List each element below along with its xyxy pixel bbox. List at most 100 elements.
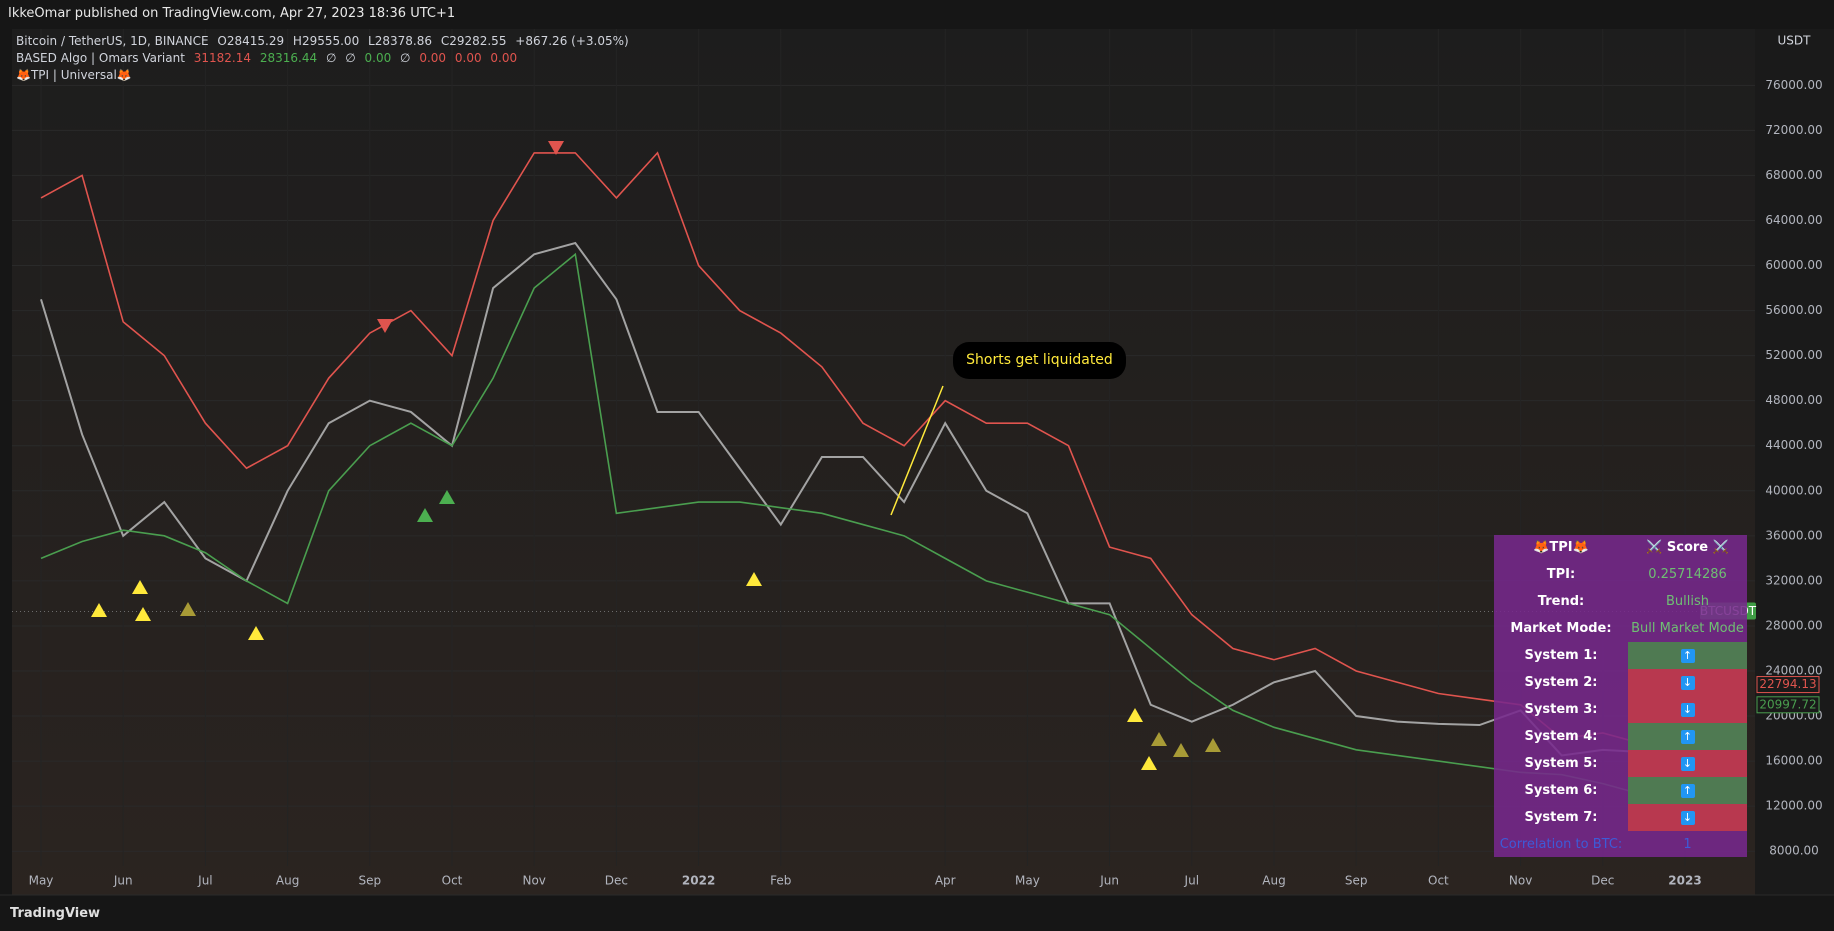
x-tick-label: Jul (1184, 874, 1199, 888)
y-tick-label: 36000.00 (1765, 528, 1822, 542)
x-tick-label: May (29, 874, 54, 888)
y-tick-label: 56000.00 (1765, 303, 1822, 317)
x-tick-label: Sep (358, 874, 381, 888)
header: IkkeOmar published on TradingView.com, A… (8, 6, 456, 21)
indicator-value: 0.00 (490, 51, 518, 65)
x-tick-label: Apr (935, 874, 956, 888)
table-row: System 1: ↑ (1494, 642, 1747, 669)
signal-marker (1205, 738, 1221, 752)
y-tick-label: 48000.00 (1765, 393, 1822, 407)
signal-marker (746, 572, 762, 586)
price-label-box (1756, 676, 1820, 694)
system-arrow: ↑ (1680, 648, 1695, 663)
indicator-value: 28316.44 (259, 51, 318, 65)
x-tick-label: Dec (605, 874, 628, 888)
signal-marker (548, 141, 564, 155)
x-tick-label: Nov (1509, 874, 1532, 888)
row-value-cell: ↓ (1628, 804, 1747, 831)
y-tick-label: 72000.00 (1765, 123, 1822, 137)
trend-line (890, 385, 944, 516)
table-row: System 4: ↑ (1494, 723, 1747, 750)
x-tick-label: 2022 (682, 874, 715, 888)
x-tick-label: Sep (1345, 874, 1368, 888)
signal-marker (1151, 732, 1167, 746)
signal-marker (439, 490, 455, 504)
row-label: TPI: (1546, 567, 1576, 582)
y-tick-label: 68000.00 (1765, 168, 1822, 182)
table-header: 🦊TPI🦊 (1533, 540, 1589, 555)
indicator-value: ∅ (345, 51, 356, 65)
x-tick-label: Oct (442, 874, 463, 888)
legend-ohlc: O28415.29 (217, 34, 285, 48)
row-label: System 3: (1524, 702, 1598, 717)
legend-tpi: 🦊TPI | Universal🦊 (16, 68, 132, 82)
y-tick-label: 64000.00 (1765, 213, 1822, 227)
y-tick-label: 76000.00 (1765, 78, 1822, 92)
row-value-cell: ↑ (1628, 642, 1747, 669)
legend-change: +867.26 (+3.05%) (515, 34, 629, 48)
row-value-cell: ↑ (1628, 777, 1747, 804)
row-label: Trend: (1537, 594, 1585, 609)
signal-marker (91, 603, 107, 617)
y-tick-label: 44000.00 (1765, 438, 1822, 452)
row-label: System 2: (1524, 675, 1598, 690)
price-label: 20997.72 (1759, 697, 1816, 711)
x-tick-label: Aug (1262, 874, 1285, 888)
legend-ohlc: H29555.00 (292, 34, 360, 48)
y-tick-label: 16000.00 (1765, 754, 1822, 768)
legend-indicator-row: BASED Algo | Omars Variant 31182.14 2831… (16, 51, 522, 65)
series-line (40, 151, 1727, 746)
indicator-value: 0.00 (419, 51, 447, 65)
x-tick-label: Feb (770, 874, 791, 888)
system-arrow: ↑ (1680, 783, 1695, 798)
row-label: System 5: (1524, 756, 1598, 771)
y-tick-label: 52000.00 (1765, 348, 1822, 362)
y-tick-label: 28000.00 (1765, 618, 1822, 632)
y-tick-label: 40000.00 (1765, 483, 1822, 497)
x-tick-label: May (1015, 874, 1040, 888)
table-row: System 7: ↓ (1494, 804, 1747, 831)
row-label: Market Mode: (1510, 621, 1612, 636)
y-tick-label: 8000.00 (1769, 844, 1819, 858)
indicator-value: ∅ (400, 51, 411, 65)
indicator-value: ∅ (325, 51, 337, 65)
x-tick-label: Aug (276, 874, 299, 888)
row-value-cell: Bull Market Mode (1631, 621, 1744, 636)
signal-marker (132, 580, 148, 594)
system-arrow: ↑ (1680, 729, 1695, 744)
row-value-cell: 0.25714286 (1648, 567, 1727, 582)
y-tick-label: 24000.00 (1765, 663, 1822, 677)
signal-marker (180, 602, 196, 616)
x-tick-label: Jun (1099, 874, 1119, 888)
legend-ohlc: L28378.86 (368, 34, 432, 48)
signal-marker (1141, 756, 1157, 770)
x-tick-label: Nov (522, 874, 545, 888)
indicator-value: 31182.14 (193, 51, 252, 65)
row-label: System 7: (1524, 810, 1598, 825)
system-arrow: ↓ (1680, 702, 1695, 717)
x-tick-label: Oct (1428, 874, 1449, 888)
x-tick-label: 2023 (1668, 874, 1701, 888)
table-row: System 3: ↓ (1494, 696, 1747, 723)
y-tick-label: 60000.00 (1765, 258, 1822, 272)
signal-marker (1173, 743, 1189, 757)
price-axis (1755, 29, 1834, 895)
price-label: 22794.13 (1759, 677, 1816, 691)
y-tick-label: 12000.00 (1765, 799, 1822, 813)
signal-marker (417, 508, 433, 522)
system-arrow: ↓ (1680, 756, 1695, 771)
table-row: 🦊TPI🦊 ⚔️ Score ⚔️ (1494, 534, 1747, 561)
row-value-cell: ↑ (1628, 723, 1747, 750)
tpi-table: 🦊TPI🦊 ⚔️ Score ⚔️ TPI: 0.25714286 Trend: Bull… (1494, 535, 1747, 857)
row-value-cell: ↓ (1628, 669, 1747, 696)
series-line (40, 241, 1727, 757)
table-row: Trend: Bullish (1494, 588, 1747, 615)
row-value-cell: Bullish (1665, 594, 1709, 609)
row-label: System 6: (1524, 783, 1598, 798)
correlation-label: Correlation to BTC: (1499, 837, 1623, 852)
legend-ohlc: C29282.55 (440, 34, 507, 48)
series-line (40, 252, 1727, 802)
y-tick-label: 32000.00 (1765, 573, 1822, 587)
